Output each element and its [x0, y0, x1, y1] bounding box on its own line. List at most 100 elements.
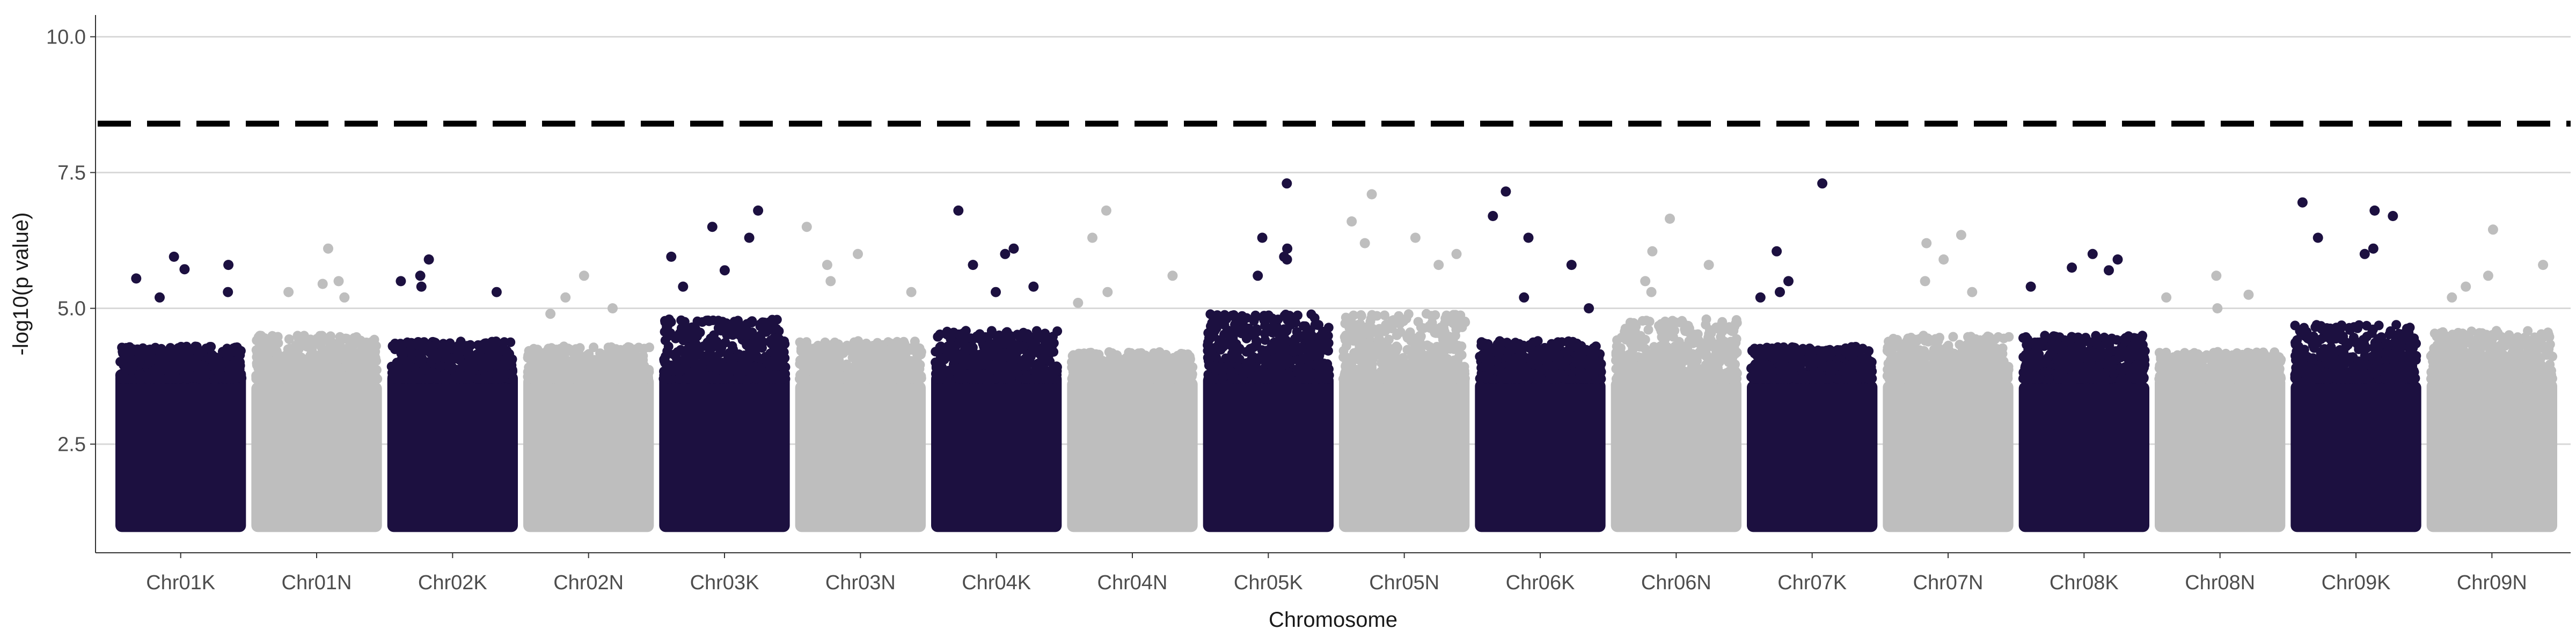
data-point: [425, 341, 435, 351]
data-point: [136, 370, 146, 380]
data-point: [750, 337, 759, 347]
data-point: [1250, 371, 1261, 381]
data-point: [1072, 353, 1082, 363]
data-point: [473, 374, 483, 384]
data-point: [662, 322, 672, 332]
data-point: [1012, 354, 1022, 364]
data-point: [757, 343, 767, 353]
data-point: [1000, 348, 1010, 358]
data-point: [1006, 373, 1016, 383]
data-point: [1249, 331, 1259, 341]
data-point: [292, 369, 303, 379]
data-point: [256, 358, 266, 368]
data-point: [413, 337, 423, 347]
data-point: [448, 374, 458, 384]
data-point: [206, 342, 216, 352]
data-point: [257, 348, 267, 358]
peak-point: [1282, 178, 1292, 189]
peak-point: [968, 260, 978, 270]
data-point: [1209, 321, 1219, 332]
data-point: [620, 372, 630, 383]
data-point: [583, 373, 593, 383]
data-point: [216, 361, 226, 371]
data-point: [559, 369, 569, 379]
data-point: [692, 316, 702, 326]
data-point: [1219, 320, 1230, 330]
chromosome-group-Chr04N: [1067, 205, 1198, 532]
data-point: [763, 369, 773, 379]
data-point: [746, 317, 756, 327]
peak-point: [323, 243, 333, 254]
data-point: [697, 363, 707, 373]
data-point: [1314, 370, 1324, 380]
data-point: [1086, 348, 1096, 357]
data-point: [949, 328, 959, 338]
peak-point: [666, 251, 677, 262]
data-point: [1270, 315, 1280, 325]
peak-point: [1102, 287, 1113, 297]
data-point: [222, 372, 232, 382]
data-point: [487, 336, 497, 347]
chromosome-group-Chr03K: [658, 205, 791, 532]
data-point: [180, 373, 191, 383]
point-cloud: [387, 371, 518, 532]
data-point: [1263, 370, 1273, 380]
data-point: [1049, 366, 1059, 376]
chromosome-group-Chr03N: [795, 222, 926, 532]
data-point: [1226, 367, 1236, 377]
data-point: [672, 347, 683, 357]
data-points: [115, 178, 2558, 532]
point-cloud: [931, 372, 1062, 532]
peak-point: [1101, 205, 1111, 216]
peak-point: [155, 292, 165, 303]
data-point: [642, 372, 652, 382]
data-point: [738, 327, 749, 337]
data-point: [619, 364, 630, 374]
data-point: [295, 334, 305, 345]
data-point: [1093, 357, 1103, 368]
data-point: [1184, 369, 1195, 379]
data-point: [829, 364, 839, 374]
data-point: [850, 367, 860, 377]
data-point: [407, 348, 417, 358]
data-point: [1294, 374, 1305, 384]
data-point: [980, 341, 990, 352]
data-point: [469, 363, 479, 374]
data-point: [830, 338, 840, 347]
peak-point: [825, 276, 836, 287]
chromosome-group-Chr01K: [115, 251, 247, 532]
peak-point: [131, 273, 142, 284]
data-point: [236, 346, 246, 356]
data-point: [1209, 374, 1219, 384]
data-point: [1219, 310, 1230, 320]
point-cloud: [795, 381, 926, 532]
data-point: [1150, 371, 1160, 382]
data-point: [1227, 330, 1237, 340]
peak-point: [853, 248, 863, 259]
data-point: [1277, 350, 1287, 361]
data-point: [354, 357, 364, 368]
peak-point: [1073, 297, 1084, 308]
peak-point: [707, 222, 718, 232]
peak-point: [545, 309, 556, 319]
data-point: [1242, 313, 1252, 323]
data-point: [284, 334, 294, 344]
data-point: [1020, 362, 1029, 372]
data-point: [1229, 310, 1239, 320]
data-point: [396, 355, 406, 365]
data-point: [1221, 353, 1231, 363]
peak-point: [491, 287, 502, 297]
data-point: [197, 360, 208, 370]
data-point: [150, 372, 160, 382]
data-point: [309, 338, 319, 348]
data-point: [565, 344, 575, 354]
data-point: [1052, 326, 1063, 336]
data-point: [270, 355, 281, 365]
data-point: [906, 345, 917, 355]
point-cloud: [1067, 378, 1198, 532]
data-point: [1314, 320, 1324, 330]
data-point: [863, 370, 874, 380]
data-point: [319, 365, 329, 375]
data-point: [972, 332, 982, 342]
data-point: [331, 363, 341, 374]
